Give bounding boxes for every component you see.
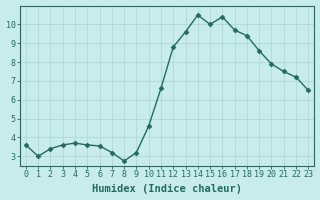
- X-axis label: Humidex (Indice chaleur): Humidex (Indice chaleur): [92, 184, 242, 194]
